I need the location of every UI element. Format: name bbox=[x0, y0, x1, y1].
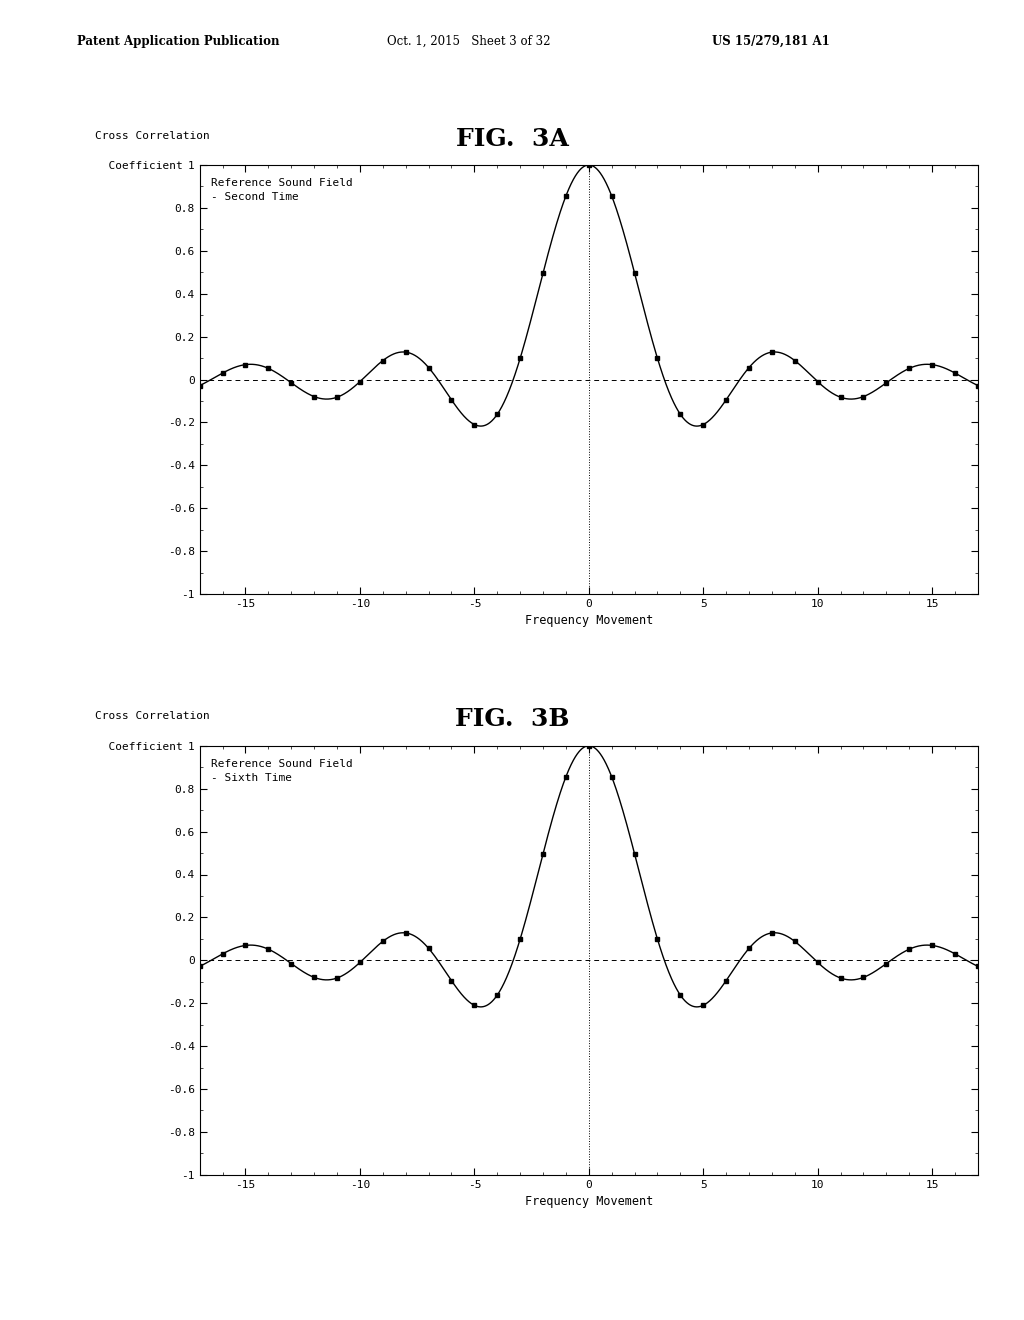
Text: Cross Correlation: Cross Correlation bbox=[94, 131, 209, 141]
Text: Oct. 1, 2015   Sheet 3 of 32: Oct. 1, 2015 Sheet 3 of 32 bbox=[387, 36, 551, 48]
Text: Cross Correlation: Cross Correlation bbox=[94, 711, 209, 722]
Text: FIG.  3A: FIG. 3A bbox=[456, 127, 568, 150]
Text: Coefficient: Coefficient bbox=[94, 742, 182, 751]
Text: US 15/279,181 A1: US 15/279,181 A1 bbox=[712, 36, 829, 48]
X-axis label: Frequency Movement: Frequency Movement bbox=[524, 614, 653, 627]
Text: Patent Application Publication: Patent Application Publication bbox=[77, 36, 280, 48]
Text: FIG.  3B: FIG. 3B bbox=[455, 708, 569, 731]
Text: Reference Sound Field
- Sixth Time: Reference Sound Field - Sixth Time bbox=[211, 759, 353, 783]
Text: Reference Sound Field
- Second Time: Reference Sound Field - Second Time bbox=[211, 178, 353, 202]
Text: Coefficient: Coefficient bbox=[94, 161, 182, 170]
X-axis label: Frequency Movement: Frequency Movement bbox=[524, 1195, 653, 1208]
